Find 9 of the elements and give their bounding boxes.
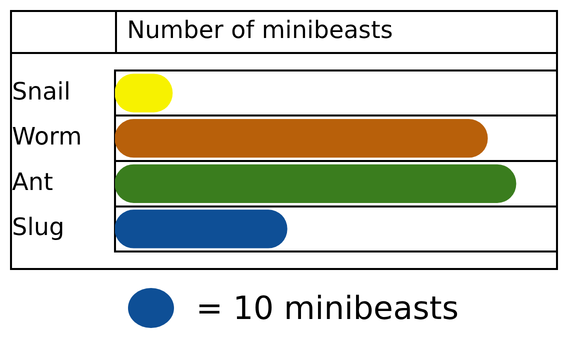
y-tick-label: Slug [12, 213, 64, 242]
y-tick-label: Worm [12, 122, 82, 151]
text: = 10 minibeasts [196, 289, 459, 327]
y-tick-label: Snail [12, 77, 70, 106]
chart-title: Number of minibeasts [126, 15, 393, 46]
y-tick-label: Ant [12, 168, 54, 196]
bar [115, 119, 488, 158]
bar [115, 164, 516, 203]
bar [115, 210, 288, 248]
